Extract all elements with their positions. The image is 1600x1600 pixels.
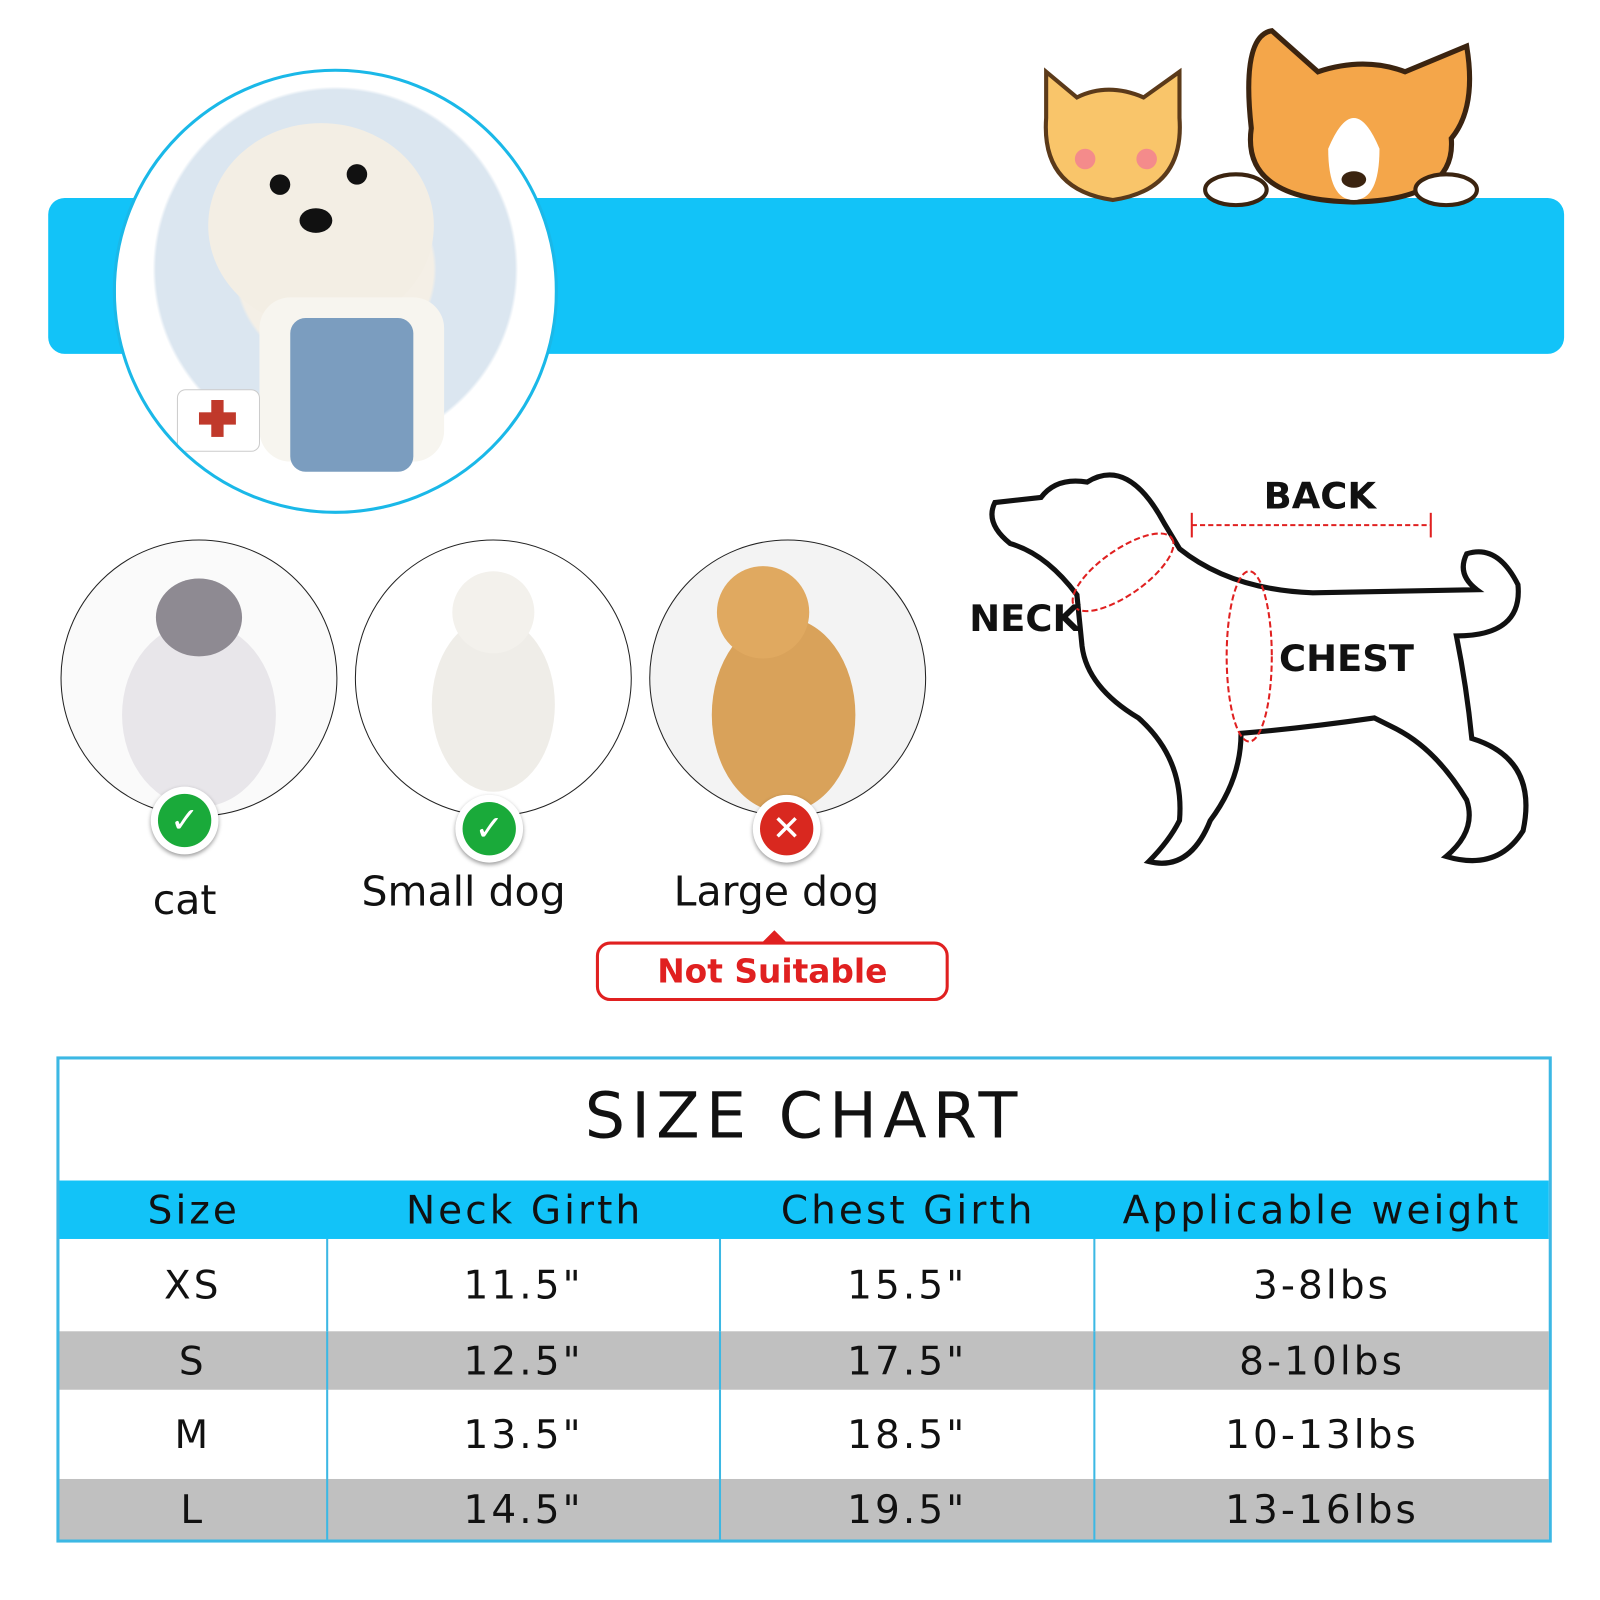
cell-weight: 8-10lbs	[1239, 1337, 1405, 1384]
table-row: S 12.5" 17.5" 8-10lbs	[59, 1331, 1549, 1390]
cartoon-cat-and-corgi-icon	[1043, 28, 1479, 208]
table-row: M 13.5" 18.5" 10-13lbs	[59, 1389, 1548, 1479]
cell-neck: 11.5"	[328, 1238, 722, 1332]
header-size: Size	[147, 1187, 240, 1233]
size-chart-title: SIZE CHART	[584, 1077, 1024, 1153]
neck-label: NECK	[969, 597, 1082, 640]
chest-label: CHEST	[1278, 637, 1414, 680]
cell-weight: 13-16lbs	[1225, 1486, 1419, 1532]
dog-measurement-diagram	[989, 472, 1529, 866]
table-row: XS 11.5" 15.5" 3-8lbs	[59, 1238, 1548, 1332]
cell-chest: 18.5"	[721, 1389, 1096, 1479]
cell-neck: 12.5"	[328, 1331, 722, 1390]
product-photo-dog-doctor-costume	[112, 68, 558, 514]
cell-size: XS	[59, 1238, 329, 1332]
small-dog-photo	[354, 539, 632, 817]
label-small-dog: Small dog	[361, 868, 566, 916]
label-cat: cat	[152, 876, 217, 925]
cell-size: S	[59, 1331, 329, 1390]
cell-chest: 19.5"	[721, 1478, 1096, 1540]
header-weight: Applicable weight	[1122, 1187, 1522, 1233]
label-large-dog: Large dog	[673, 868, 880, 916]
cell-neck: 13.5"	[328, 1389, 722, 1479]
size-chart-table: SIZE CHART Size Neck Girth Chest Girth A…	[56, 1056, 1552, 1543]
cell-weight: 3-8lbs	[1253, 1262, 1392, 1308]
table-row: L 14.5" 19.5" 13-16lbs	[59, 1478, 1549, 1540]
cell-chest: 15.5"	[721, 1238, 1096, 1332]
check-icon: ✓	[150, 786, 219, 855]
cell-neck: 14.5"	[328, 1478, 722, 1540]
cell-chest: 17.5"	[721, 1331, 1096, 1390]
cell-size: L	[59, 1478, 329, 1540]
header-neck-girth: Neck Girth	[405, 1187, 644, 1233]
cell-size: M	[59, 1389, 329, 1479]
cell-weight: 10-13lbs	[1225, 1411, 1419, 1457]
check-icon: ✓	[455, 794, 524, 863]
cat-photo	[60, 539, 338, 817]
table-header: Size Neck Girth Chest Girth Applicable w…	[59, 1180, 1549, 1239]
not-suitable-badge: Not Suitable	[595, 930, 949, 1002]
large-dog-photo	[649, 539, 927, 817]
back-label: BACK	[1263, 475, 1377, 518]
x-icon: ✕	[752, 794, 821, 863]
header-chest-girth: Chest Girth	[780, 1187, 1036, 1233]
